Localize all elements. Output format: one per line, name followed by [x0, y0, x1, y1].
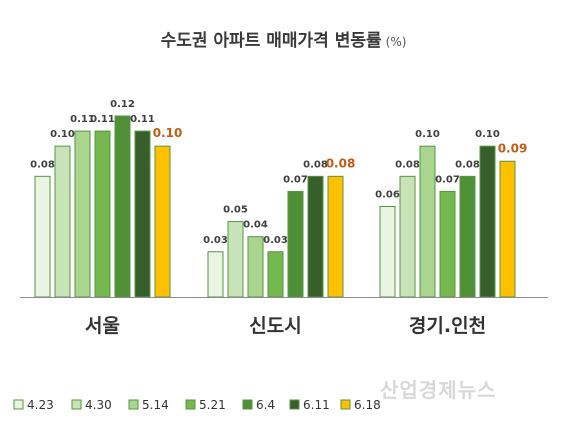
category-label-0: 서울 — [85, 315, 120, 337]
bar-2-3 — [439, 190, 456, 298]
bar-0-0 — [34, 175, 51, 298]
data-label-2-5: 0.10 — [475, 129, 500, 140]
data-label-0-5: 0.11 — [130, 114, 155, 125]
bar-2-4 — [459, 175, 476, 298]
bar-1-4 — [287, 190, 304, 298]
legend-swatch-6 — [340, 399, 351, 410]
chart-title: 수도권 아파트 매매가격 변동률 (%) — [0, 26, 567, 51]
category-label-1: 신도시 — [249, 315, 301, 337]
chart-title-unit: (%) — [385, 35, 407, 49]
bar-1-0 — [207, 251, 224, 298]
data-label-0-4: 0.12 — [110, 99, 135, 110]
data-label-0-6: 0.10 — [153, 126, 183, 140]
bar-1-5 — [307, 175, 324, 298]
data-label-0-0: 0.08 — [30, 159, 55, 170]
legend-swatch-1 — [71, 399, 82, 410]
bar-2-5 — [479, 145, 496, 298]
bar-0-5 — [134, 130, 151, 298]
bar-2-2 — [419, 145, 436, 298]
data-label-1-4: 0.07 — [283, 174, 308, 185]
data-label-2-6: 0.09 — [498, 141, 528, 155]
bar-1-3 — [267, 251, 284, 298]
bar-0-2 — [74, 130, 91, 298]
data-label-0-1: 0.10 — [50, 129, 75, 140]
data-label-1-5: 0.08 — [303, 159, 328, 170]
legend-label-6: 6.18 — [354, 398, 381, 412]
bar-1-2 — [247, 236, 264, 298]
legend-label-3: 5.21 — [199, 398, 226, 412]
legend-swatch-0 — [13, 399, 24, 410]
bar-0-1 — [54, 145, 71, 298]
legend-label-2: 5.14 — [142, 398, 169, 412]
data-label-0-2: 0.11 — [70, 114, 95, 125]
legend-swatch-2 — [128, 399, 139, 410]
data-label-2-1: 0.08 — [395, 159, 420, 170]
chart-title-text: 수도권 아파트 매매가격 변동률 — [160, 31, 382, 51]
bar-2-0 — [379, 206, 396, 298]
bar-2-1 — [399, 175, 416, 298]
data-label-2-3: 0.07 — [435, 174, 460, 185]
data-label-2-0: 0.06 — [375, 190, 400, 201]
data-label-1-6: 0.08 — [326, 156, 356, 170]
legend-label-5: 6.11 — [303, 398, 330, 412]
data-label-0-3: 0.11 — [90, 114, 115, 125]
data-label-1-1: 0.05 — [223, 205, 248, 216]
bar-0-3 — [94, 130, 111, 298]
legend-swatch-4 — [242, 399, 253, 410]
legend-swatch-5 — [289, 399, 300, 410]
data-label-1-2: 0.04 — [243, 220, 268, 231]
legend-label-4: 6.4 — [256, 398, 275, 412]
bar-0-6 — [154, 145, 171, 298]
data-label-1-3: 0.03 — [263, 235, 288, 246]
data-label-2-4: 0.08 — [455, 159, 480, 170]
bar-2-6 — [499, 160, 516, 298]
watermark: 산업경제뉴스 — [380, 378, 497, 402]
legend-label-1: 4.30 — [85, 398, 112, 412]
bar-1-1 — [227, 221, 244, 298]
legend-swatch-3 — [185, 399, 196, 410]
bar-0-4 — [114, 115, 131, 298]
data-label-1-0: 0.03 — [203, 235, 228, 246]
legend-label-0: 4.23 — [27, 398, 54, 412]
data-label-2-2: 0.10 — [415, 129, 440, 140]
bar-1-6 — [327, 175, 344, 298]
category-label-2: 경기.인천 — [409, 315, 486, 337]
